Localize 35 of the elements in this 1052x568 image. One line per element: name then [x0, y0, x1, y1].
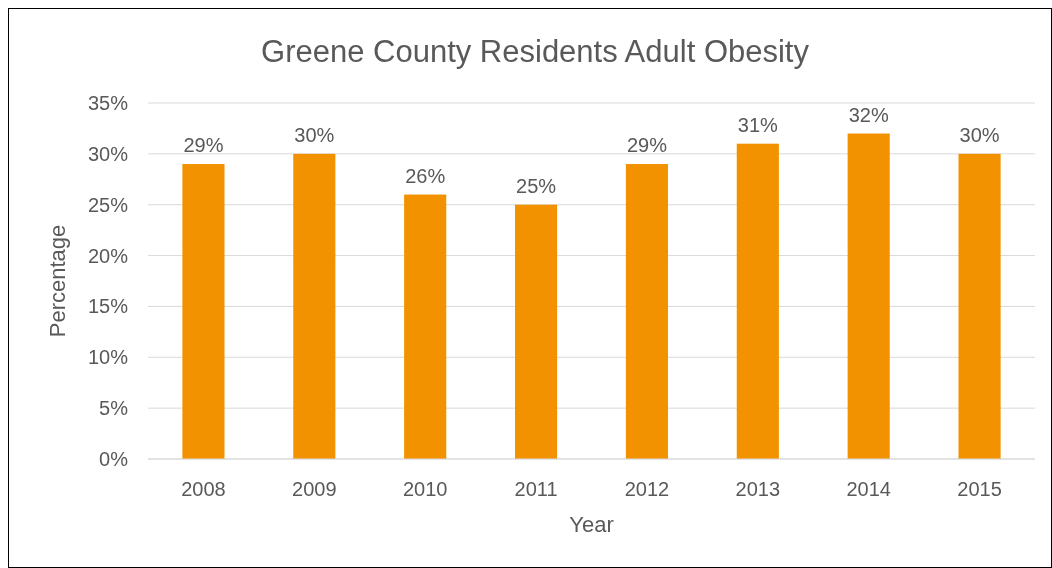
y-tick-label: 15%: [87, 295, 129, 318]
chart-title: Greene County Residents Adult Obesity: [261, 34, 810, 69]
bar: [404, 194, 447, 459]
x-tick-label: 2011: [514, 478, 558, 500]
bar: [847, 133, 890, 459]
x-tick-label: 2012: [624, 478, 670, 500]
data-label: 29%: [183, 134, 224, 157]
x-tick-label: 2015: [957, 478, 1002, 500]
data-label: 31%: [737, 113, 779, 136]
y-tick-label: 5%: [99, 397, 129, 420]
data-label: 32%: [848, 103, 889, 126]
y-tick-label: 20%: [87, 244, 129, 267]
data-label: 25%: [516, 174, 557, 197]
bar: [515, 204, 558, 459]
y-tick-label: 30%: [87, 142, 129, 165]
x-tick-label: 2009: [292, 478, 337, 500]
y-tick-label: 35%: [87, 92, 129, 114]
bar: [958, 153, 1001, 459]
y-tick-label: 10%: [87, 346, 129, 369]
y-axis-title: Percentage: [45, 224, 70, 338]
bar: [182, 164, 225, 459]
x-tick-label: 2014: [846, 478, 891, 500]
data-label: 29%: [626, 134, 668, 157]
x-axis-title: Year: [569, 512, 614, 537]
data-label: 26%: [405, 164, 446, 187]
x-tick-label: 2013: [735, 478, 781, 500]
data-label: 30%: [959, 123, 1000, 146]
y-tick-label: 0%: [99, 448, 129, 470]
bar: [736, 143, 779, 459]
bar: [293, 153, 336, 459]
x-tick-label: 2008: [181, 478, 226, 500]
y-tick-label: 25%: [87, 193, 129, 216]
x-tick-label: 2010: [402, 478, 448, 500]
bar: [625, 164, 668, 459]
data-label: 30%: [294, 123, 335, 146]
